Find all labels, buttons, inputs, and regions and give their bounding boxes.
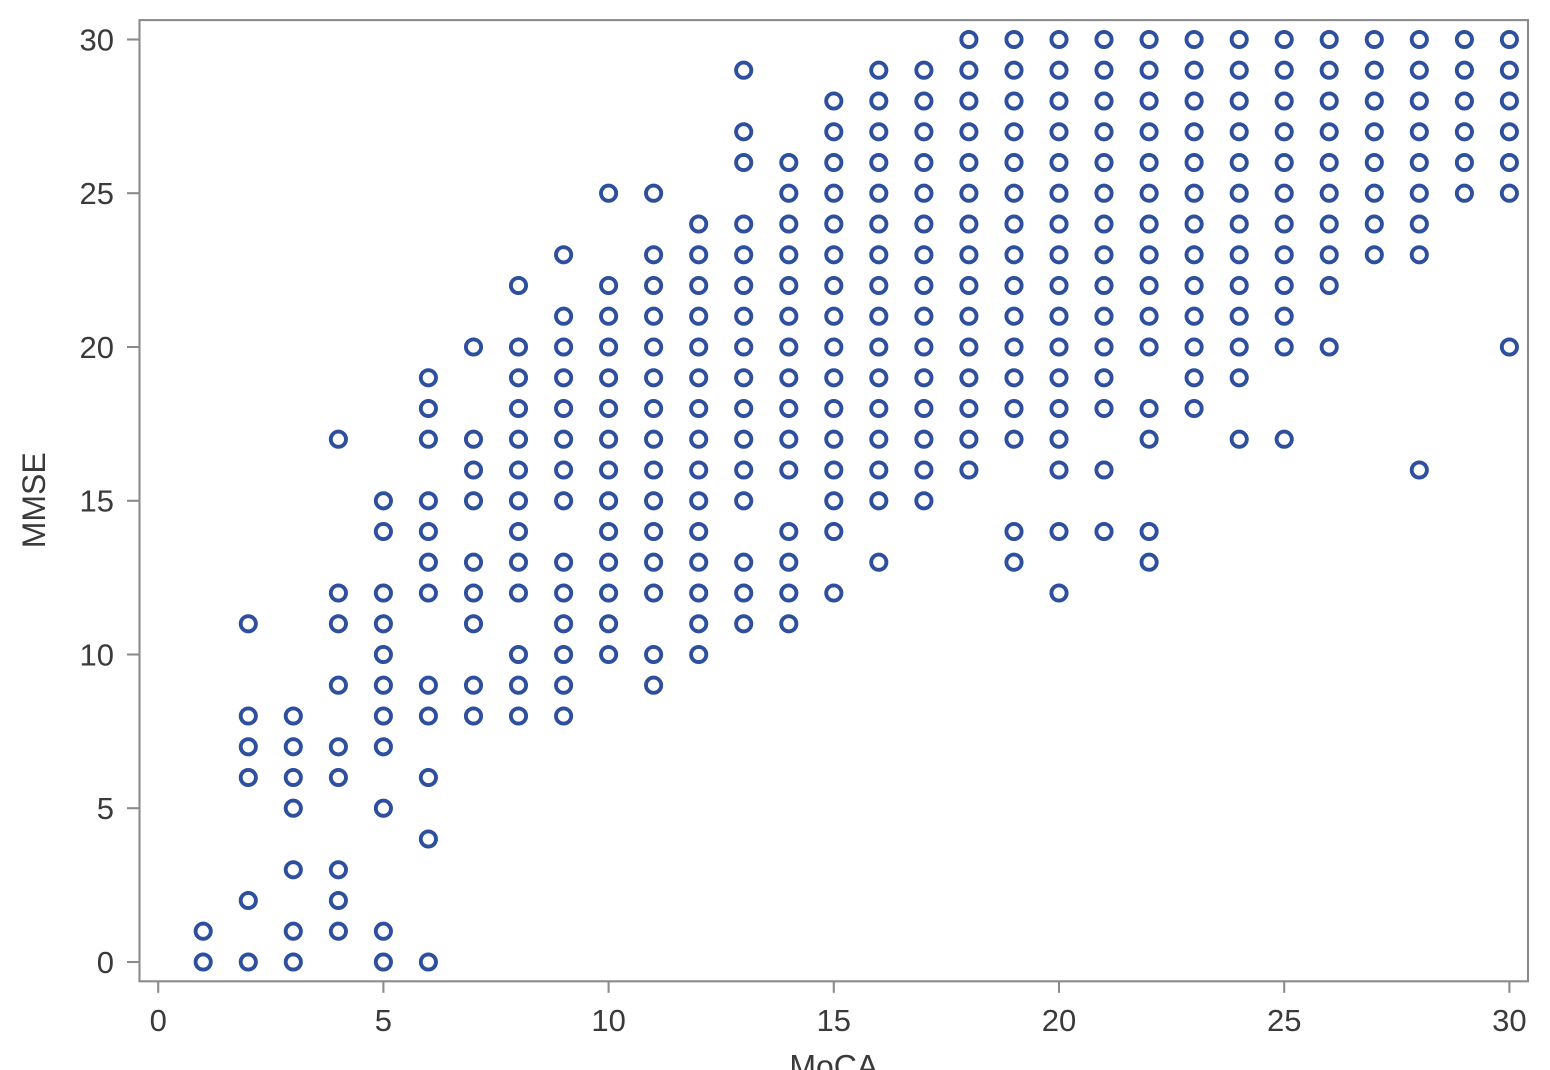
svg-text:20: 20 bbox=[1042, 1003, 1076, 1038]
svg-text:15: 15 bbox=[80, 484, 114, 519]
svg-text:10: 10 bbox=[80, 637, 114, 672]
svg-text:0: 0 bbox=[97, 945, 114, 980]
svg-text:25: 25 bbox=[1267, 1003, 1301, 1038]
svg-text:30: 30 bbox=[80, 22, 114, 57]
svg-text:10: 10 bbox=[591, 1003, 625, 1038]
svg-text:30: 30 bbox=[1492, 1003, 1526, 1038]
svg-text:MoCA: MoCA bbox=[789, 1049, 879, 1070]
svg-text:15: 15 bbox=[817, 1003, 851, 1038]
svg-text:MMSE: MMSE bbox=[16, 452, 52, 548]
svg-text:5: 5 bbox=[375, 1003, 392, 1038]
svg-text:25: 25 bbox=[80, 176, 114, 211]
svg-text:0: 0 bbox=[150, 1003, 167, 1038]
svg-text:20: 20 bbox=[80, 330, 114, 365]
svg-text:5: 5 bbox=[97, 791, 114, 826]
